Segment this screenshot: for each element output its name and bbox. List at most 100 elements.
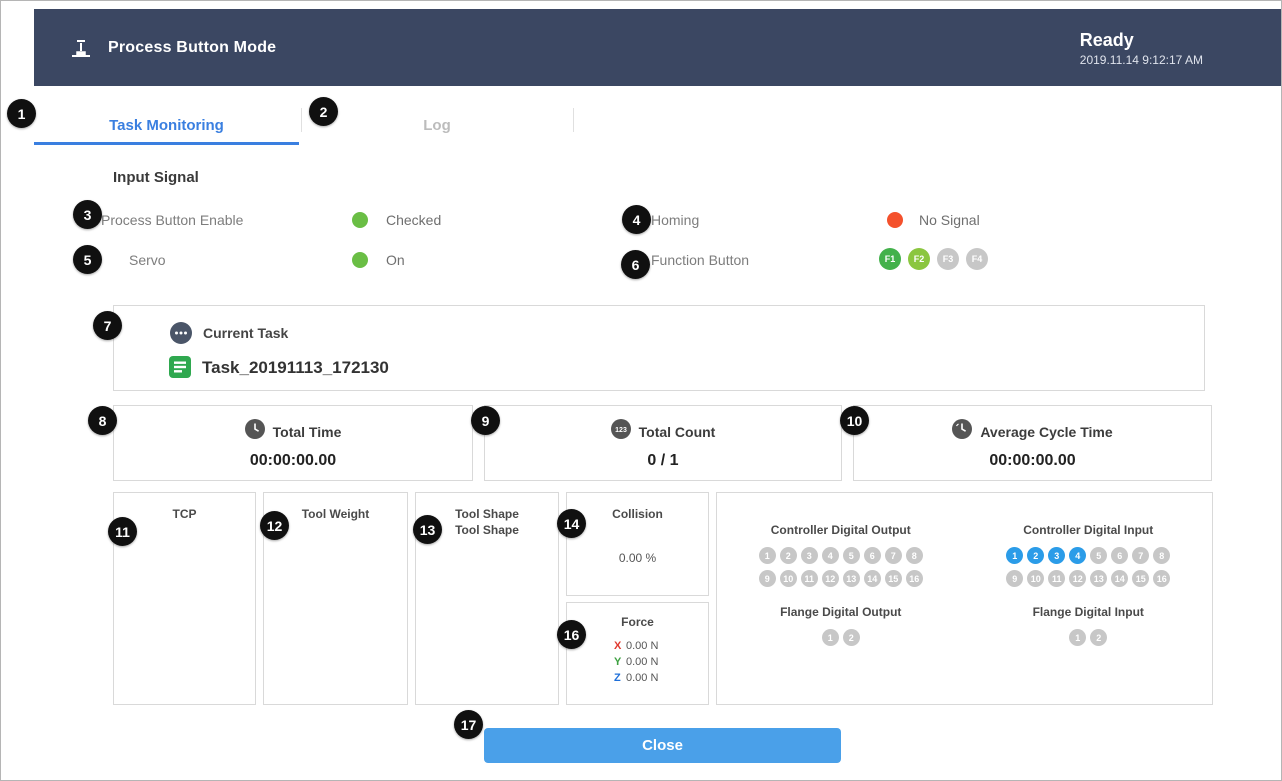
signal-label-process-button-enable: Process Button Enable (101, 212, 244, 228)
process-button-icon (68, 35, 94, 61)
total-time-label: Total Time (272, 423, 342, 440)
total-count-box: 123 Total Count 0 / 1 (484, 405, 842, 481)
callout-13: 13 (413, 515, 442, 544)
tab-log[interactable]: Log (423, 116, 451, 134)
callout-12: 12 (260, 511, 289, 540)
io-circle-off: 9 (758, 570, 776, 587)
force-y-value: 0.00 N (626, 656, 659, 668)
total-time-value: 00:00:00.00 (249, 452, 337, 469)
io-circle-off: 12 (1069, 570, 1087, 587)
status-dot-red (887, 212, 903, 228)
force-x-row: X 0.00 N (614, 638, 708, 654)
force-title: Force (621, 615, 654, 629)
close-button[interactable]: Close (484, 728, 841, 763)
function-button-f2: F2 (908, 248, 930, 270)
ellipsis-icon (170, 322, 192, 349)
force-z-value: 0.00 N (626, 672, 659, 684)
io-circle-off: 15 (1132, 570, 1150, 587)
function-buttons: F1 F2 F3 F4 (879, 248, 988, 270)
tool-shape-value: Tool Shape (455, 523, 519, 537)
callout-3: 3 (73, 200, 102, 229)
io-circle-off: 11 (800, 570, 818, 587)
io-circle-off: 3 (800, 547, 818, 564)
digital-io-panel: Controller Digital Output 1 2 3 4 5 6 7 8 9 10 11 1… (716, 492, 1213, 705)
io-circle-off: 13 (842, 570, 860, 587)
io-circle-off: 2 (779, 547, 797, 564)
count-123-icon: 123 (610, 419, 631, 444)
tab-separator (573, 108, 574, 132)
current-task-label: Current Task (203, 325, 289, 341)
io-group-title: Flange Digital Input (1032, 605, 1144, 619)
io-circle-off: 1 (1069, 629, 1087, 646)
collision-panel: Collision 0.00 % (566, 492, 709, 596)
tool-weight-title: Tool Weight (301, 507, 370, 521)
cycle-clock-icon (952, 419, 973, 444)
io-group-title: Flange Digital Output (780, 605, 902, 619)
current-task-name: Task_20191113_172130 (202, 358, 389, 377)
total-time-box: Total Time 00:00:00.00 (113, 405, 473, 481)
average-cycle-time-label: Average Cycle Time (980, 423, 1113, 440)
io-circle-off: 14 (863, 570, 881, 587)
io-circle-off: 8 (905, 547, 923, 564)
average-cycle-time-value: 00:00:00.00 (989, 452, 1076, 469)
io-circle-off: 1 (821, 629, 839, 646)
header-status-block: Ready 2019.11.14 9:12:17 AM (1080, 29, 1203, 67)
function-button-f1: F1 (879, 248, 901, 270)
tab-separator (301, 108, 302, 132)
status-ready: Ready (1079, 29, 1134, 50)
io-group-title: Controller Digital Output (770, 523, 911, 537)
callout-1: 1 (7, 99, 36, 128)
signal-label-servo: Servo (129, 252, 166, 268)
current-task-box: Current Task Task_20191113_172130 (113, 305, 1205, 391)
callout-7: 7 (93, 311, 122, 340)
io-circle-off: 10 (1027, 570, 1045, 587)
function-button-f3: F3 (937, 248, 959, 270)
force-y-row: Y 0.00 N (614, 654, 708, 670)
signal-state-on: On (386, 252, 405, 268)
controller-digital-input-group: Controller Digital Input 1 2 3 4 5 6 7 8 9 10 11 12… (1006, 523, 1171, 587)
svg-text:123: 123 (615, 427, 627, 434)
io-circle-off: 14 (1111, 570, 1129, 587)
tcp-panel: TCP (113, 492, 256, 705)
callout-5: 5 (73, 245, 102, 274)
tab-task-monitoring[interactable]: Task Monitoring (109, 116, 224, 134)
clock-icon (244, 419, 265, 444)
task-file-icon (169, 356, 191, 383)
callout-8: 8 (88, 406, 117, 435)
force-x-value: 0.00 N (626, 640, 659, 652)
callout-4: 4 (622, 205, 651, 234)
io-circle-off: 6 (863, 547, 881, 564)
titlebar: Process Button Mode Ready 2019.11.14 9:1… (34, 9, 1281, 86)
average-cycle-time-box: Average Cycle Time 00:00:00.00 (853, 405, 1212, 481)
io-circle-off: 6 (1111, 547, 1129, 564)
function-button-f4: F4 (966, 248, 988, 270)
io-circle-off: 13 (1090, 570, 1108, 587)
io-circle-off: 8 (1153, 547, 1171, 564)
signal-state-no-signal: No Signal (919, 212, 980, 228)
io-circle-off: 2 (1090, 629, 1108, 646)
io-circle-off: 11 (1048, 570, 1066, 587)
io-circle-off: 16 (1153, 570, 1171, 587)
io-circle-off: 7 (884, 547, 902, 564)
io-circle-off: 4 (821, 547, 839, 564)
signal-label-homing: Homing (651, 212, 700, 228)
callout-9: 9 (471, 406, 500, 435)
callout-16: 16 (557, 620, 586, 649)
signal-label-function-button: Function Button (651, 252, 750, 268)
io-circle-off: 7 (1132, 547, 1150, 564)
io-circle-on: 1 (1006, 547, 1024, 564)
io-circle-on: 3 (1048, 547, 1066, 564)
collision-title: Collision (612, 507, 663, 521)
controller-digital-output-group: Controller Digital Output 1 2 3 4 5 6 7 8 9 10 11 1… (758, 523, 923, 587)
signal-state-checked: Checked (386, 212, 442, 228)
callout-2: 2 (309, 97, 338, 126)
callout-17: 17 (454, 710, 483, 739)
io-circle-off: 9 (1006, 570, 1024, 587)
window-title: Process Button Mode (108, 38, 277, 56)
callout-6: 6 (621, 250, 650, 279)
io-circle-off: 2 (842, 629, 860, 646)
io-circle-off: 5 (842, 547, 860, 564)
